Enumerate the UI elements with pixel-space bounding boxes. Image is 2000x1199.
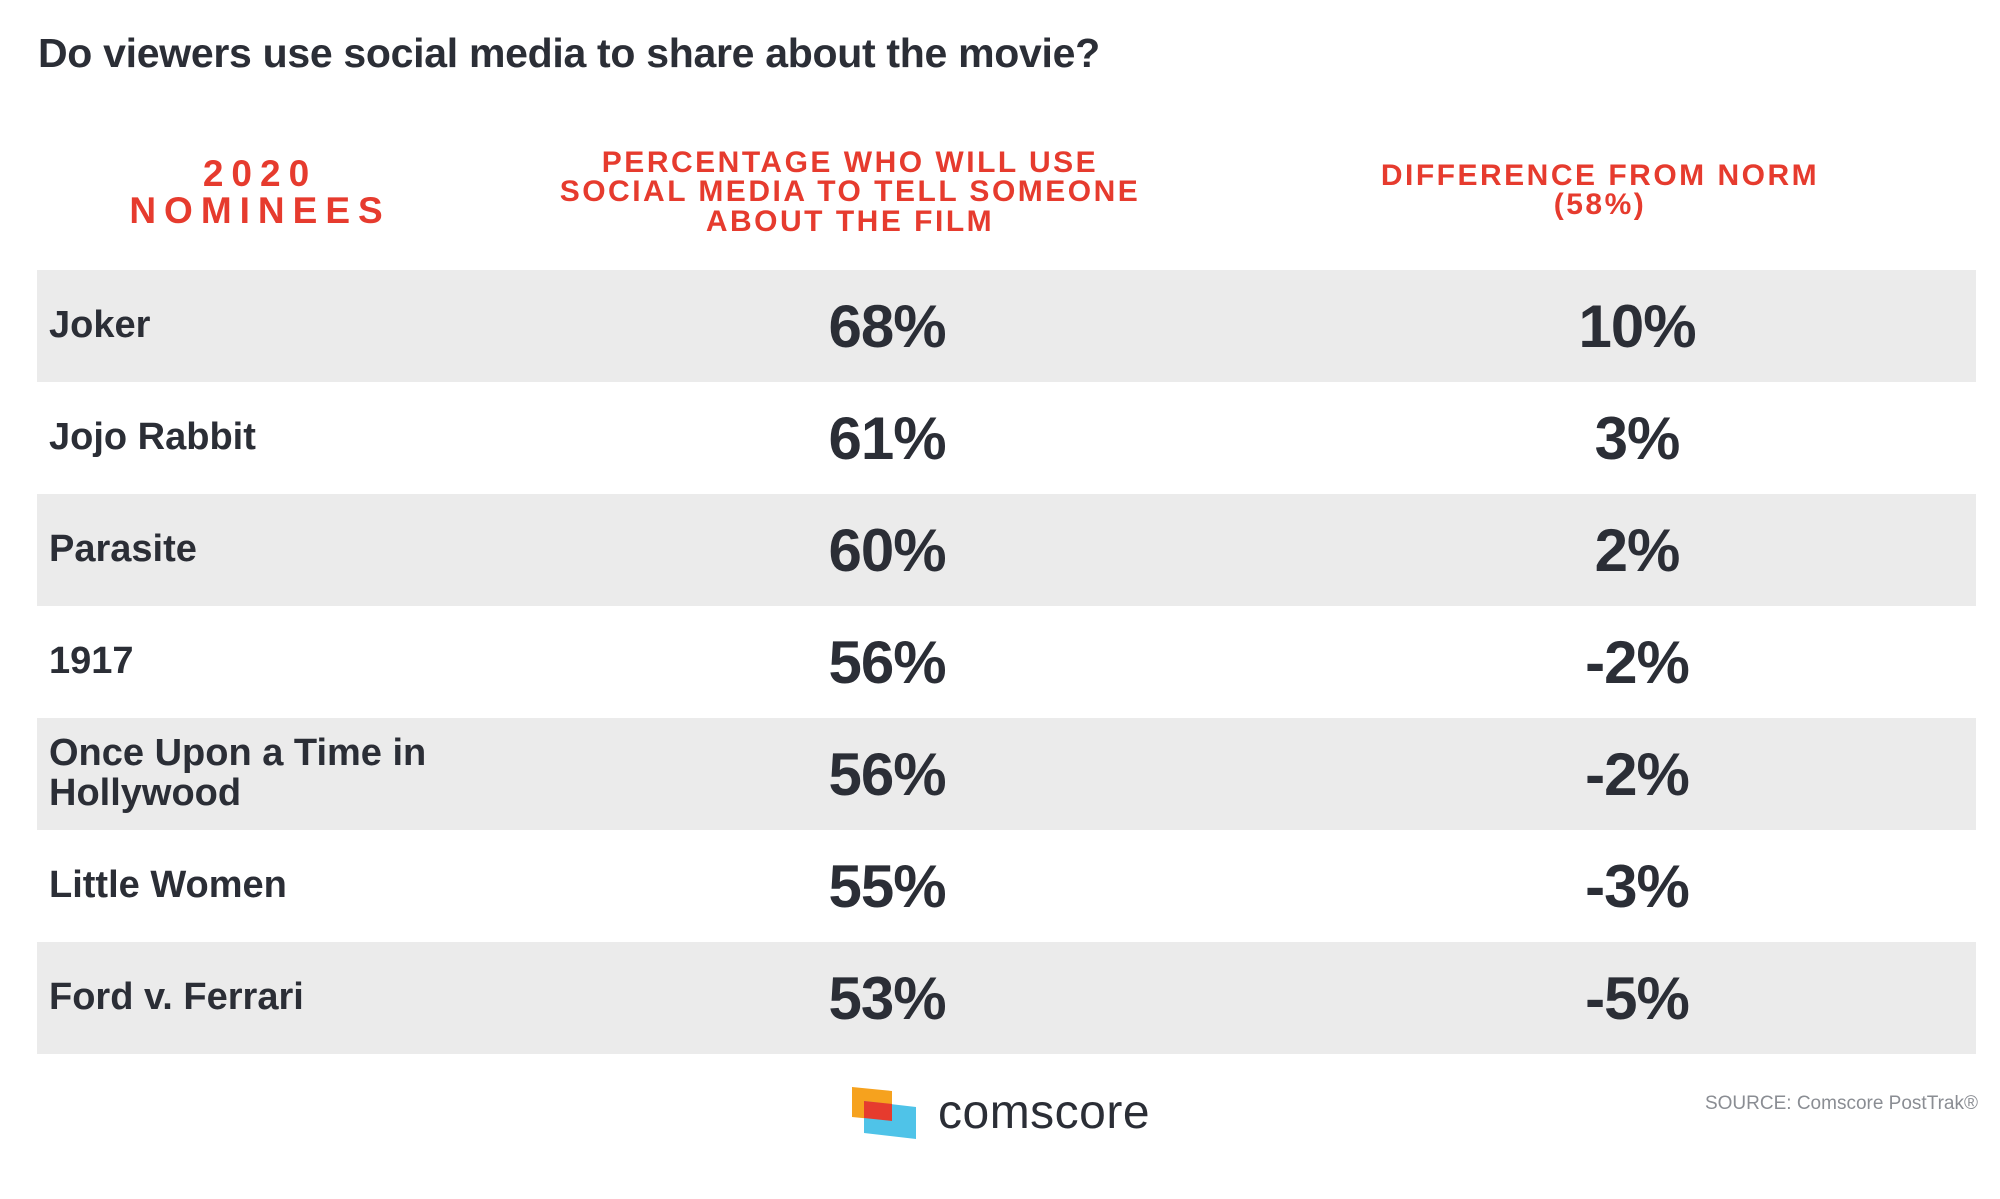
- row-name: Parasite: [49, 528, 197, 571]
- header-nominees-year: 2020: [202, 153, 318, 194]
- row-difference: -5%: [1585, 964, 1690, 1032]
- row-difference: -2%: [1585, 740, 1690, 808]
- comscore-logo-icon: [852, 1086, 916, 1139]
- row-difference: 3%: [1594, 404, 1681, 472]
- header-difference: DIFFERENCE FROM NORM (58%): [1380, 159, 1820, 222]
- comscore-logo-text: comscore: [938, 1086, 1151, 1139]
- nominees-table: Joker 68% 10% Jojo Rabbit 61% 3% Parasit…: [37, 270, 1976, 1054]
- row-percentage: 61%: [828, 404, 946, 472]
- table-row: Ford v. Ferrari 53% -5%: [37, 942, 1976, 1054]
- row-percentage: 53%: [828, 964, 946, 1032]
- comscore-logo: comscore: [852, 1085, 1150, 1140]
- source-note: SOURCE: Comscore PostTrak®: [1704, 1093, 1978, 1114]
- table-row: Joker 68% 10%: [37, 270, 1976, 382]
- row-difference: -3%: [1585, 852, 1690, 920]
- table-row: Little Women 55% -3%: [37, 830, 1976, 942]
- row-difference: 2%: [1594, 516, 1681, 584]
- row-name: Once Upon a Time in Hollywood: [49, 732, 427, 814]
- header-percentage: PERCENTAGE WHO WILL USE SOCIAL MEDIA TO T…: [559, 146, 1141, 238]
- table-row: Parasite 60% 2%: [37, 494, 1976, 606]
- row-percentage: 56%: [828, 628, 946, 696]
- row-name: 1917: [49, 640, 134, 683]
- row-difference: -2%: [1585, 628, 1690, 696]
- header-nominees: 2020 NOMINEES: [110, 155, 410, 229]
- table-row: Once Upon a Time in Hollywood 56% -2%: [37, 718, 1976, 830]
- row-percentage: 56%: [828, 740, 946, 808]
- row-difference: 10%: [1578, 292, 1696, 360]
- row-name: Ford v. Ferrari: [49, 976, 304, 1019]
- header-nominees-label: NOMINEES: [129, 190, 391, 231]
- row-percentage: 68%: [828, 292, 946, 360]
- row-percentage: 60%: [828, 516, 946, 584]
- row-name: Little Women: [49, 864, 287, 907]
- chart-title: Do viewers use social media to share abo…: [38, 30, 1100, 76]
- row-name: Jojo Rabbit: [49, 416, 256, 459]
- row-percentage: 55%: [828, 852, 946, 920]
- table-row: Jojo Rabbit 61% 3%: [37, 382, 1976, 494]
- row-name: Joker: [49, 304, 151, 347]
- table-row: 1917 56% -2%: [37, 606, 1976, 718]
